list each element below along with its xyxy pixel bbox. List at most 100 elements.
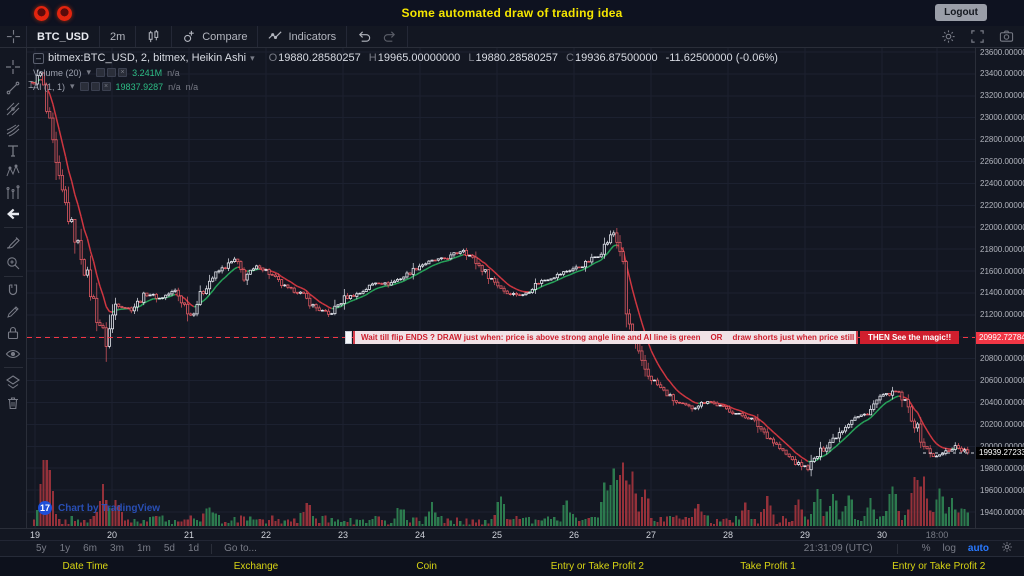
range-1d-button[interactable]: 1d xyxy=(187,543,200,554)
indicators-button[interactable]: Indicators xyxy=(258,26,348,47)
price-tick: 21200.00000000 xyxy=(980,310,1024,320)
annotation-or-text: OR xyxy=(710,333,723,342)
toolbar-divider xyxy=(3,276,23,277)
price-tick: 21800.00000000 xyxy=(980,244,1024,254)
gear-icon[interactable] xyxy=(90,82,100,91)
hide-drawings-eye-tool[interactable] xyxy=(0,343,27,364)
range-1y-button[interactable]: 1y xyxy=(59,543,71,554)
symbol-button[interactable]: BTC_USD xyxy=(27,26,100,47)
price-tick: 23000.00000000 xyxy=(980,113,1024,123)
close-icon[interactable]: × xyxy=(118,68,128,77)
drawing-mode-tool[interactable] xyxy=(0,301,27,322)
arrow-tool[interactable] xyxy=(0,203,27,224)
range-6m-button[interactable]: 6m xyxy=(83,543,98,554)
tradingview-attribution[interactable]: 17 Chart by TradingView xyxy=(38,501,160,515)
ai-legend-row: AI (1, 1) ▾ × 19837.9287 n/a n/a xyxy=(33,81,778,92)
redo-icon[interactable] xyxy=(382,29,397,44)
trade-note-annotation[interactable]: Wait till flip ENDS ? DRAW just when: pr… xyxy=(345,331,960,344)
price-tick: 20600.00000000 xyxy=(980,376,1024,386)
remove-drawings-trash-tool[interactable] xyxy=(0,392,27,413)
zoom-in-tool[interactable] xyxy=(0,252,27,273)
chevron-down-icon[interactable]: ▾ xyxy=(86,67,92,77)
text-tool[interactable] xyxy=(0,140,27,161)
price-tick: 20000.00000000 xyxy=(980,442,1024,451)
app-logo-icon xyxy=(34,5,49,21)
price-tick: 22400.00000000 xyxy=(980,178,1024,188)
percent-scale-button[interactable]: % xyxy=(921,543,931,554)
lock-drawings-tool[interactable] xyxy=(0,322,27,343)
volume-indicator-title[interactable]: Volume (20) xyxy=(33,67,82,78)
range-5d-button[interactable]: 5d xyxy=(163,543,175,554)
chevron-down-icon[interactable]: ▾ xyxy=(250,52,255,63)
time-tick: 22 xyxy=(260,530,272,540)
close-icon[interactable]: × xyxy=(101,82,111,91)
crosshair-icon xyxy=(6,29,21,44)
forecast-tool[interactable] xyxy=(0,182,27,203)
time-tick: 19 xyxy=(29,530,41,540)
price-tick: 19800.00000000 xyxy=(980,463,1024,473)
indicators-icon xyxy=(268,29,283,44)
time-tick: 30 xyxy=(876,530,888,540)
chart-legend: – bitmex:BTC_USD, 2, bitmex, Heikin Ashi… xyxy=(33,52,778,92)
toolbar-divider xyxy=(3,227,23,228)
chevron-down-icon[interactable]: ▾ xyxy=(70,81,75,91)
chart-style-button[interactable] xyxy=(136,26,173,47)
price-tick: 23400.00000000 xyxy=(980,69,1024,79)
annotation-handle[interactable] xyxy=(345,331,352,344)
price-tick: 21600.00000000 xyxy=(980,266,1024,276)
app-logo-icon xyxy=(57,5,72,21)
legend-collapse-icon[interactable]: – xyxy=(33,52,44,64)
price-tick: 19400.00000000 xyxy=(980,507,1024,517)
trade-info-footer: Date Time Exchange Coin Entry or Take Pr… xyxy=(0,556,1024,576)
price-axis[interactable]: 23600.00000000 23400.00000000 23200.000000… xyxy=(975,48,1024,528)
chart-toolbar: BTC_USD 2m Compare Indicators xyxy=(0,26,1024,48)
object-tree-tool[interactable] xyxy=(0,371,27,392)
volume-na: n/a xyxy=(167,67,180,78)
mouse-cursor: ⌶ xyxy=(28,80,34,91)
trend-line-tool[interactable] xyxy=(0,77,27,98)
time-axis[interactable]: 19 20 21 22 23 24 25 26 27 28 29 30 18:00 xyxy=(0,528,1024,540)
series-legend-row: – bitmex:BTC_USD, 2, bitmex, Heikin Ashi… xyxy=(33,52,778,64)
range-1m-button[interactable]: 1m xyxy=(136,543,151,554)
chart-area[interactable]: – bitmex:BTC_USD, 2, bitmex, Heikin Ashi… xyxy=(27,48,975,528)
eye-icon[interactable] xyxy=(79,82,89,91)
ai-na: n/a xyxy=(185,81,199,92)
eye-icon[interactable] xyxy=(96,68,106,77)
range-5y-button[interactable]: 5y xyxy=(36,543,47,554)
footer-coin: Coin xyxy=(416,561,437,572)
footer-exchange: Exchange xyxy=(233,561,279,572)
goto-button[interactable]: Go to... xyxy=(224,543,257,554)
ai-value: 19837.9287 xyxy=(115,81,164,92)
pitchfork-tool[interactable] xyxy=(0,119,27,140)
ai-na: n/a xyxy=(168,81,181,92)
ai-indicator-title[interactable]: AI (1, 1) xyxy=(33,81,66,92)
low-value: 19880.28580257 xyxy=(475,52,559,64)
range-3m-button[interactable]: 3m xyxy=(110,543,124,554)
gear-icon[interactable] xyxy=(107,68,117,77)
brush-tool[interactable] xyxy=(0,231,27,252)
undo-icon[interactable] xyxy=(357,29,372,44)
footer-entry-tp2-b: Entry or Take Profit 2 xyxy=(892,561,986,572)
time-tick: 23 xyxy=(337,530,349,540)
range-buttons: 5y 1y 6m 3m 1m 5d 1d xyxy=(0,543,199,554)
auto-scale-button[interactable]: auto xyxy=(967,543,989,554)
time-tick: 29 xyxy=(799,530,811,540)
cursor-crosshair-tool[interactable] xyxy=(0,56,27,77)
logout-button[interactable]: Logout xyxy=(935,4,987,21)
clock-utc[interactable]: 21:31:09 (UTC) xyxy=(803,543,873,554)
gann-fib-tool[interactable] xyxy=(0,98,27,119)
log-scale-button[interactable]: log xyxy=(942,543,956,554)
compare-button[interactable]: Compare xyxy=(172,26,259,47)
price-tick: 22800.00000000 xyxy=(980,135,1024,145)
magnet-tool[interactable] xyxy=(0,280,27,301)
interval-button[interactable]: 2m xyxy=(100,26,137,47)
xabcd-pattern-tool[interactable] xyxy=(0,161,27,182)
axis-settings-gear-icon[interactable] xyxy=(1001,541,1016,556)
settings-gear-icon[interactable] xyxy=(941,29,956,44)
price-tick: 23600.00000000 xyxy=(980,47,1024,57)
indicator-controls: × xyxy=(79,82,111,91)
fullscreen-icon[interactable] xyxy=(970,29,985,44)
screenshot-camera-icon[interactable] xyxy=(999,29,1014,44)
crosshair-tool-button[interactable] xyxy=(0,26,27,47)
footer-date-time: Date Time xyxy=(62,561,109,572)
